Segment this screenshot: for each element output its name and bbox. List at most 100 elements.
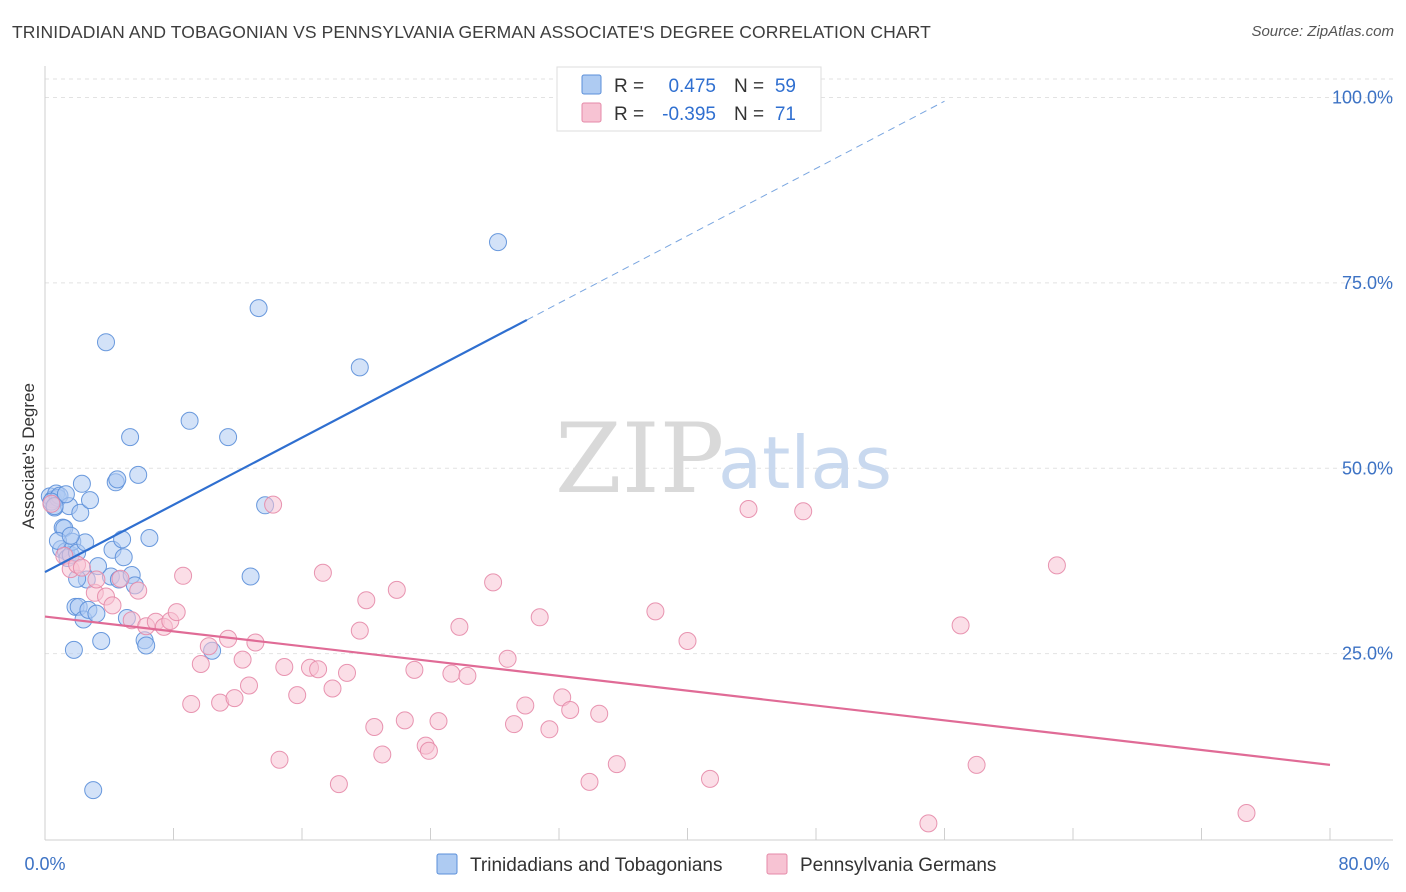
x-tick-labels: 0.0% 80.0% [24,854,1389,874]
data-point [458,666,477,685]
x-tick-label: 80.0% [1338,854,1389,874]
data-point [309,660,328,679]
series-legend-label-pink: Pennsylvania Germans [800,855,996,876]
watermark-atlas: atlas [718,421,892,505]
data-point [395,711,414,730]
data-point [233,650,252,669]
data-point [113,530,132,549]
data-point [313,563,332,582]
data-point [530,608,549,627]
data-point [240,676,258,695]
data-point [121,428,140,447]
legend-n-value-pink: 71 [775,104,796,125]
data-point [111,569,130,588]
data-point [405,660,424,679]
data-point [561,701,580,719]
data-point [646,602,665,621]
data-point [516,696,535,715]
data-point [442,664,461,683]
trend-line-blue [44,318,528,574]
series-legend: Trinidadians and Tobagonians Pennsylvani… [436,853,996,876]
data-point [87,570,106,589]
data-point [498,649,517,668]
data-point [129,581,148,600]
data-point [84,781,103,800]
data-point [56,485,75,504]
data-point [590,704,609,723]
data-point [350,621,369,640]
data-point [919,814,938,833]
data-point [182,695,201,713]
data-point [191,655,210,673]
data-point [114,548,133,567]
data-point [71,503,90,522]
data-point [103,596,122,615]
data-point [739,500,758,518]
data-point [270,750,289,769]
data-point [241,567,260,586]
data-point [338,663,356,682]
data-point [580,772,599,791]
data-point [275,658,294,676]
y-tick-labels: 25.0% 50.0% 75.0% 100.0% [1332,88,1393,664]
data-point [357,591,376,610]
legend-r-label-blue: R = [614,76,644,97]
trend-lines [44,100,1331,766]
data-point [288,686,307,705]
data-point [419,741,438,760]
data-point [373,745,392,764]
data-point [1237,804,1256,822]
data-point [87,604,106,623]
data-point [180,411,199,430]
data-point [61,526,80,545]
legend-n-label-blue: N = [734,76,764,97]
legend-swatch-pink [581,102,602,123]
data-point [678,632,697,650]
data-point [429,712,448,731]
legend-n-label-pink: N = [734,104,764,125]
legend-swatch-blue [581,74,602,95]
data-point [81,491,99,510]
watermark: ZIP atlas [555,403,892,515]
data-point [967,755,986,774]
data-point [42,494,61,513]
data-point [249,299,268,318]
chart-title: TRINIDADIAN AND TOBAGONIAN VS PENNSYLVAN… [12,22,931,42]
data-point [607,755,626,774]
data-point [450,617,469,636]
data-point [92,632,111,650]
data-point [72,558,91,577]
y-tick-label: 75.0% [1342,273,1393,293]
data-point [365,718,384,736]
legend-r-label-pink: R = [614,104,644,125]
data-point [199,637,218,656]
data-point [137,636,156,655]
data-point [701,769,719,788]
data-point [167,603,186,622]
data-point [174,566,193,585]
data-point [323,679,342,698]
data-point [72,474,91,493]
legend-r-value-pink: -0.395 [662,104,716,125]
watermark-zip: ZIP [555,403,724,515]
data-point [264,495,283,514]
data-point [329,775,348,794]
series-legend-swatch-blue [436,853,458,875]
data-point [1047,556,1066,575]
series-pennsylvania-points [42,494,1256,833]
legend-r-value-blue: 0.475 [668,76,716,97]
correlation-legend: R = 0.475 N = 59 R = -0.395 N = 71 [556,66,822,132]
series-legend-label-blue: Trinidadians and Tobagonians [470,855,722,876]
data-point [129,465,148,484]
x-tick-label: 0.0% [24,854,65,874]
series-legend-swatch-pink [766,853,788,875]
data-point [225,689,244,708]
data-point [219,428,238,447]
source-label: Source: ZipAtlas.com [1251,23,1394,40]
data-point [484,573,503,592]
y-axis-label: Associate's Degree [19,383,38,529]
data-point [489,233,507,252]
grid-lines [45,78,1393,655]
legend-n-value-blue: 59 [775,76,796,97]
